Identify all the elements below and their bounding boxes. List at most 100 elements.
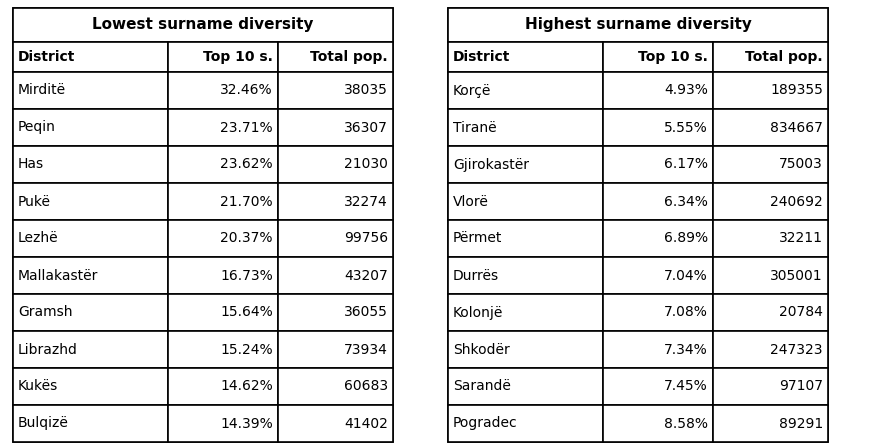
Text: Tiranë: Tiranë bbox=[452, 120, 496, 135]
Bar bbox=[277, 331, 392, 368]
Text: 89291: 89291 bbox=[778, 417, 822, 430]
Bar bbox=[448, 8, 827, 42]
Text: District: District bbox=[452, 50, 510, 64]
Bar bbox=[448, 405, 602, 442]
Text: 15.24%: 15.24% bbox=[220, 343, 273, 356]
Text: 73934: 73934 bbox=[343, 343, 387, 356]
Text: 36307: 36307 bbox=[343, 120, 387, 135]
Bar bbox=[602, 331, 712, 368]
Bar bbox=[448, 72, 602, 109]
Text: Gramsh: Gramsh bbox=[18, 306, 72, 319]
Text: 32.46%: 32.46% bbox=[220, 83, 273, 98]
Text: 97107: 97107 bbox=[778, 380, 822, 393]
Bar bbox=[13, 72, 168, 109]
Text: 6.17%: 6.17% bbox=[663, 157, 707, 172]
Bar bbox=[602, 220, 712, 257]
Text: Kukës: Kukës bbox=[18, 380, 58, 393]
Bar bbox=[168, 294, 277, 331]
Bar bbox=[712, 294, 827, 331]
Bar bbox=[168, 146, 277, 183]
Text: Pukë: Pukë bbox=[18, 194, 51, 208]
Text: 20.37%: 20.37% bbox=[220, 231, 273, 245]
Bar bbox=[13, 405, 168, 442]
Text: 15.64%: 15.64% bbox=[220, 306, 273, 319]
Bar bbox=[712, 368, 827, 405]
Bar bbox=[448, 146, 602, 183]
Text: Peqin: Peqin bbox=[18, 120, 56, 135]
Text: 5.55%: 5.55% bbox=[664, 120, 707, 135]
Bar bbox=[168, 405, 277, 442]
Text: 240692: 240692 bbox=[769, 194, 822, 208]
Text: 7.08%: 7.08% bbox=[664, 306, 707, 319]
Bar bbox=[277, 146, 392, 183]
Bar bbox=[602, 109, 712, 146]
Text: Durrës: Durrës bbox=[452, 268, 499, 282]
Text: 43207: 43207 bbox=[344, 268, 387, 282]
Bar bbox=[712, 405, 827, 442]
Bar bbox=[602, 294, 712, 331]
Bar bbox=[277, 368, 392, 405]
Text: Top 10 s.: Top 10 s. bbox=[203, 50, 273, 64]
Bar bbox=[168, 220, 277, 257]
Text: 4.93%: 4.93% bbox=[664, 83, 707, 98]
Text: 189355: 189355 bbox=[769, 83, 822, 98]
Text: 21030: 21030 bbox=[343, 157, 387, 172]
Bar bbox=[13, 331, 168, 368]
Bar bbox=[448, 294, 602, 331]
Bar bbox=[448, 368, 602, 405]
Bar bbox=[448, 331, 602, 368]
Bar bbox=[712, 257, 827, 294]
Bar bbox=[13, 257, 168, 294]
Bar bbox=[448, 109, 602, 146]
Text: Librazhd: Librazhd bbox=[18, 343, 78, 356]
Text: Kolonjë: Kolonjë bbox=[452, 306, 503, 319]
Text: Total pop.: Total pop. bbox=[310, 50, 387, 64]
Text: 834667: 834667 bbox=[769, 120, 822, 135]
Text: 23.71%: 23.71% bbox=[220, 120, 273, 135]
Bar bbox=[13, 8, 392, 42]
Bar bbox=[13, 109, 168, 146]
Text: Përmet: Përmet bbox=[452, 231, 502, 245]
Text: Top 10 s.: Top 10 s. bbox=[637, 50, 707, 64]
Text: 7.45%: 7.45% bbox=[664, 380, 707, 393]
Bar bbox=[13, 183, 168, 220]
Text: 14.39%: 14.39% bbox=[220, 417, 273, 430]
Text: 60683: 60683 bbox=[343, 380, 387, 393]
Text: Lowest surname diversity: Lowest surname diversity bbox=[92, 17, 313, 33]
Bar bbox=[168, 257, 277, 294]
Text: 36055: 36055 bbox=[343, 306, 387, 319]
Bar bbox=[448, 220, 602, 257]
Text: 32274: 32274 bbox=[344, 194, 387, 208]
Text: Vlorë: Vlorë bbox=[452, 194, 488, 208]
Bar bbox=[277, 109, 392, 146]
Bar bbox=[448, 8, 827, 442]
Text: 6.89%: 6.89% bbox=[663, 231, 707, 245]
Bar bbox=[277, 183, 392, 220]
Text: 16.73%: 16.73% bbox=[220, 268, 273, 282]
Text: District: District bbox=[18, 50, 76, 64]
Text: Lezhë: Lezhë bbox=[18, 231, 59, 245]
Text: Total pop.: Total pop. bbox=[745, 50, 822, 64]
Bar bbox=[448, 42, 602, 72]
Bar bbox=[712, 331, 827, 368]
Bar bbox=[13, 8, 392, 442]
Bar bbox=[712, 146, 827, 183]
Bar bbox=[13, 42, 168, 72]
Text: 247323: 247323 bbox=[770, 343, 822, 356]
Bar bbox=[277, 220, 392, 257]
Bar bbox=[602, 405, 712, 442]
Text: 14.62%: 14.62% bbox=[220, 380, 273, 393]
Text: Mallakastër: Mallakastër bbox=[18, 268, 98, 282]
Text: 41402: 41402 bbox=[343, 417, 387, 430]
Bar bbox=[277, 405, 392, 442]
Text: Mirditë: Mirditë bbox=[18, 83, 66, 98]
Bar bbox=[13, 220, 168, 257]
Bar bbox=[277, 257, 392, 294]
Text: 6.34%: 6.34% bbox=[664, 194, 707, 208]
Bar bbox=[602, 368, 712, 405]
Bar bbox=[602, 183, 712, 220]
Bar bbox=[168, 42, 277, 72]
Text: 38035: 38035 bbox=[343, 83, 387, 98]
Bar bbox=[168, 72, 277, 109]
Bar bbox=[168, 109, 277, 146]
